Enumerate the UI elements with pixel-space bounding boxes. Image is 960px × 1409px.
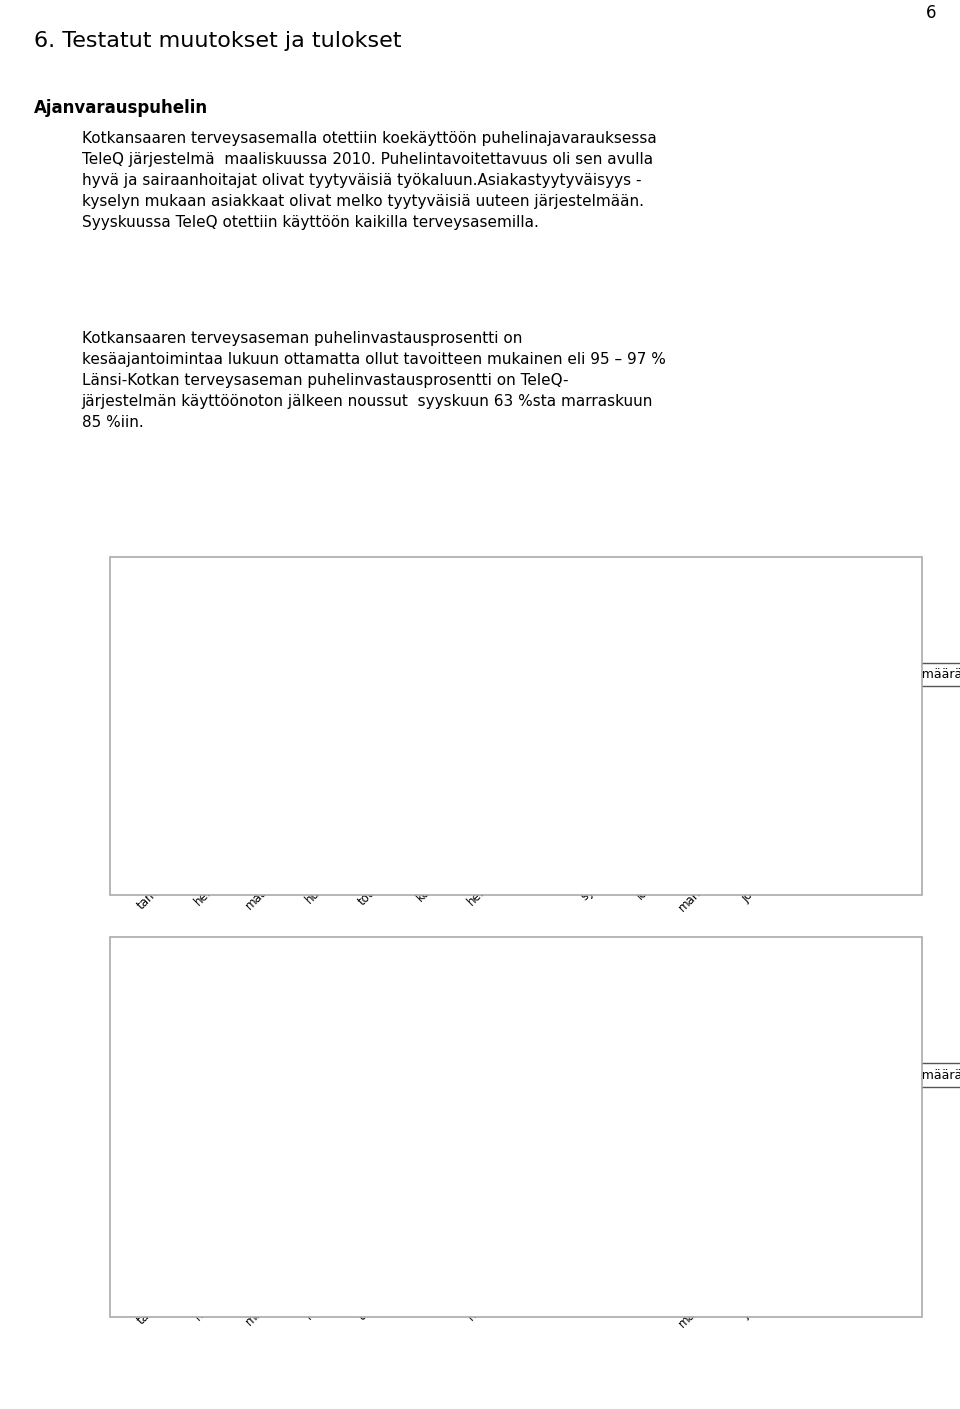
Title: Kotkansaaren ta vastatut puhelut 2010: Kotkansaaren ta vastatut puhelut 2010 xyxy=(315,582,655,596)
Bar xyxy=(220,1075,260,1271)
Text: 6. Testatut muutokset ja tulokset: 6. Testatut muutokset ja tulokset xyxy=(34,31,401,51)
Text: 6: 6 xyxy=(925,3,936,21)
Bar xyxy=(328,1082,370,1271)
Bar xyxy=(274,1041,315,1271)
Bar xyxy=(437,1115,478,1271)
Legend: puhelumäärä: puhelumäärä xyxy=(850,1064,960,1086)
Bar xyxy=(546,1089,587,1271)
Legend: puhelumäärä: puhelumäärä xyxy=(850,662,960,686)
Bar xyxy=(274,643,315,855)
Bar xyxy=(383,676,423,855)
Bar xyxy=(165,679,206,855)
Bar xyxy=(437,668,478,855)
Bar xyxy=(492,633,533,855)
Title: Länsi-Kotkan terveysaseman vastatut puhelut
2010: Länsi-Kotkan terveysaseman vastatut puhe… xyxy=(286,958,684,991)
Bar xyxy=(546,643,587,855)
Bar xyxy=(165,1081,206,1271)
Bar xyxy=(600,627,641,855)
Bar xyxy=(383,1081,423,1271)
Bar xyxy=(600,1067,641,1271)
Text: Ajanvarauspuhelin: Ajanvarauspuhelin xyxy=(34,99,207,117)
Text: Kotkansaaren terveysasemalla otettiin koekäyttöön puhelinajavarauksessa
TeleQ jä: Kotkansaaren terveysasemalla otettiin ko… xyxy=(82,131,657,230)
Bar xyxy=(709,1072,750,1271)
Text: Kotkansaaren terveysaseman puhelinvastausprosentti on
kesäajantoimintaa lukuun o: Kotkansaaren terveysaseman puhelinvastau… xyxy=(82,331,665,430)
Bar xyxy=(709,699,750,855)
Bar xyxy=(655,658,696,855)
Bar xyxy=(220,679,260,855)
Bar xyxy=(328,658,370,855)
Bar xyxy=(655,1054,696,1271)
